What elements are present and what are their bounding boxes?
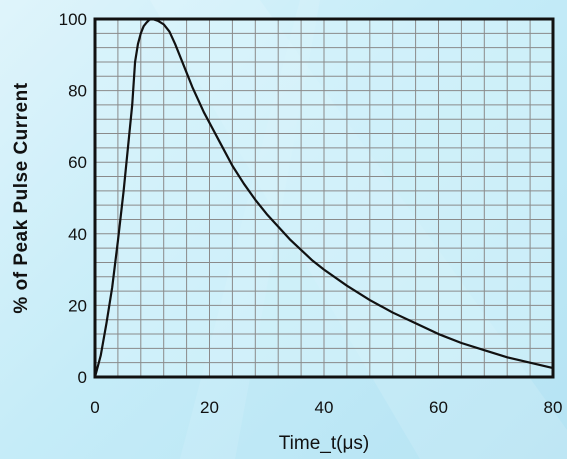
y-tick-label: 0 bbox=[78, 368, 87, 387]
x-tick-label: 0 bbox=[90, 398, 99, 417]
tick-labels: 0 20 40 60 80 0 20 40 60 80 100 bbox=[59, 10, 563, 417]
plot-frame bbox=[93, 17, 555, 379]
x-tick-label: 40 bbox=[315, 398, 334, 417]
y-tick-label: 40 bbox=[68, 225, 87, 244]
x-tick-label: 80 bbox=[544, 398, 563, 417]
y-tick-label: 80 bbox=[68, 82, 87, 101]
x-tick-label: 20 bbox=[200, 398, 219, 417]
y-tick-label: 100 bbox=[59, 10, 87, 29]
y-tick-label: 60 bbox=[68, 153, 87, 172]
x-axis-label: Time_t(μs) bbox=[279, 433, 369, 454]
series-line bbox=[93, 17, 554, 378]
y-tick-label: 20 bbox=[68, 296, 87, 315]
grid bbox=[95, 19, 553, 377]
y-axis-label: % of Peak Pulse Current bbox=[11, 82, 32, 313]
x-tick-label: 60 bbox=[429, 398, 448, 417]
